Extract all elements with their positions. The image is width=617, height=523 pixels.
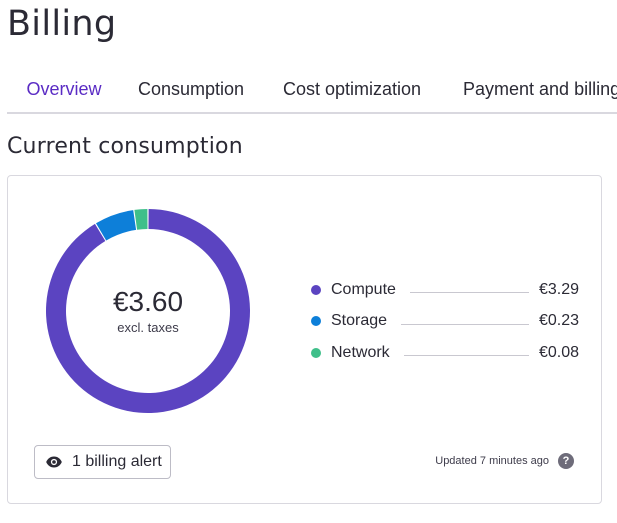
billing-alert-button[interactable]: 1 billing alert	[34, 445, 171, 479]
page-title: Billing	[7, 4, 117, 44]
donut-slice-storage[interactable]	[95, 210, 137, 241]
tab-overview[interactable]: Overview	[7, 66, 121, 112]
consumption-donut-chart	[46, 209, 250, 413]
billing-alert-label: 1 billing alert	[72, 453, 162, 470]
legend-value: €0.08	[538, 343, 579, 361]
legend-item-compute: Compute €3.29	[311, 274, 579, 306]
tab-bar: Overview Consumption Cost optimization P…	[7, 66, 617, 114]
legend-item-storage: Storage €0.23	[311, 306, 579, 338]
legend-item-network: Network €0.08	[311, 337, 579, 369]
total-amount: €3.60	[112, 286, 184, 317]
legend-label: Compute	[331, 280, 396, 298]
network-dot-icon	[311, 347, 321, 358]
legend-value: €3.29	[538, 280, 579, 298]
tab-payment-and-billing[interactable]: Payment and billing	[463, 79, 617, 99]
storage-dot-icon	[311, 316, 321, 327]
consumption-card: €3.60 excl. taxes Compute €3.29 Storage …	[7, 175, 602, 504]
tab-consumption[interactable]: Consumption	[138, 79, 245, 99]
eye-icon	[46, 456, 62, 468]
legend-divider	[409, 292, 529, 294]
breakdown-legend: Compute €3.29 Storage €0.23 Network €0.0…	[311, 274, 579, 369]
legend-divider	[401, 323, 529, 325]
total-caption: excl. taxes	[117, 320, 179, 335]
donut-slice-network[interactable]	[134, 209, 148, 230]
updated-timestamp: Updated 7 minutes ago	[435, 455, 549, 467]
section-title: Current consumption	[7, 134, 243, 159]
legend-label: Network	[331, 343, 390, 361]
legend-value: €0.23	[538, 312, 579, 330]
total-summary: €3.60 excl. taxes	[45, 286, 251, 335]
question-circle-icon[interactable]: ?	[558, 453, 574, 469]
legend-divider	[403, 355, 529, 357]
compute-dot-icon	[311, 284, 321, 295]
tab-cost-optimization[interactable]: Cost optimization	[283, 79, 422, 99]
legend-label: Storage	[331, 312, 388, 330]
